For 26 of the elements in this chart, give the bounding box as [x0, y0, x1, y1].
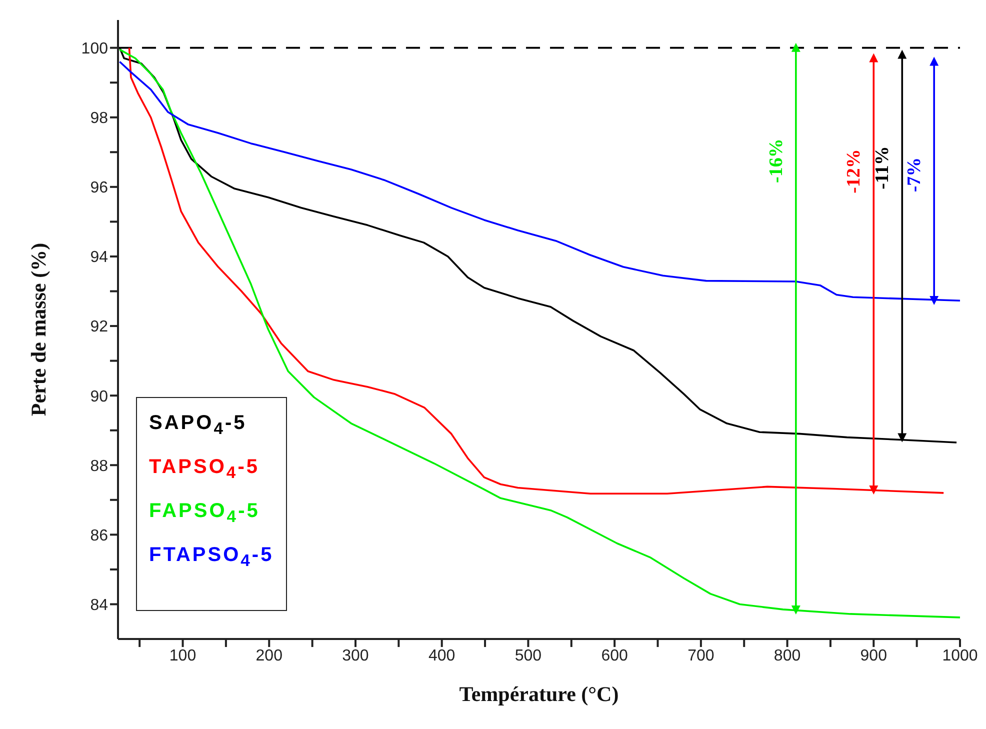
annotation: -7%	[904, 157, 926, 192]
y-axis-title: Perte de masse (%)	[26, 242, 50, 416]
annotation: -11%	[872, 146, 894, 190]
y-tick-label: 96	[90, 180, 108, 197]
annotation: -16%	[766, 138, 787, 183]
x-tick-label: 400	[428, 647, 456, 664]
x-tick-label: 100	[169, 647, 196, 664]
y-tick-label: 92	[90, 318, 108, 336]
x-tick-label: 1000	[942, 647, 978, 664]
x-tick-label: 900	[860, 647, 888, 664]
legend: SAPO$_{4}$-5 TAPSO$_{4}$-5 FAPSO$_{4}$-5 FTAPSO$_{4}$-5	[136, 397, 287, 611]
x-tick-label: 300	[342, 647, 369, 664]
y-tick-label: 90	[90, 388, 108, 406]
y-tick-label: 98	[90, 110, 108, 128]
x-tick-label: 800	[774, 647, 801, 664]
y-tick-label: 94	[90, 249, 108, 266]
y-tick-label: 84	[90, 596, 108, 614]
y-tick-label: 88	[90, 458, 108, 475]
annotation: -12%	[844, 149, 865, 194]
x-tick-label: 600	[601, 647, 628, 664]
x-tick-label: 500	[514, 647, 542, 664]
x-axis-title: Température (°C)	[459, 682, 619, 706]
x-tick-label: 700	[688, 647, 714, 664]
x-tick-label: 200	[256, 647, 283, 664]
y-tick-label: 86	[90, 527, 108, 544]
y-tick-label: 100	[81, 40, 108, 58]
